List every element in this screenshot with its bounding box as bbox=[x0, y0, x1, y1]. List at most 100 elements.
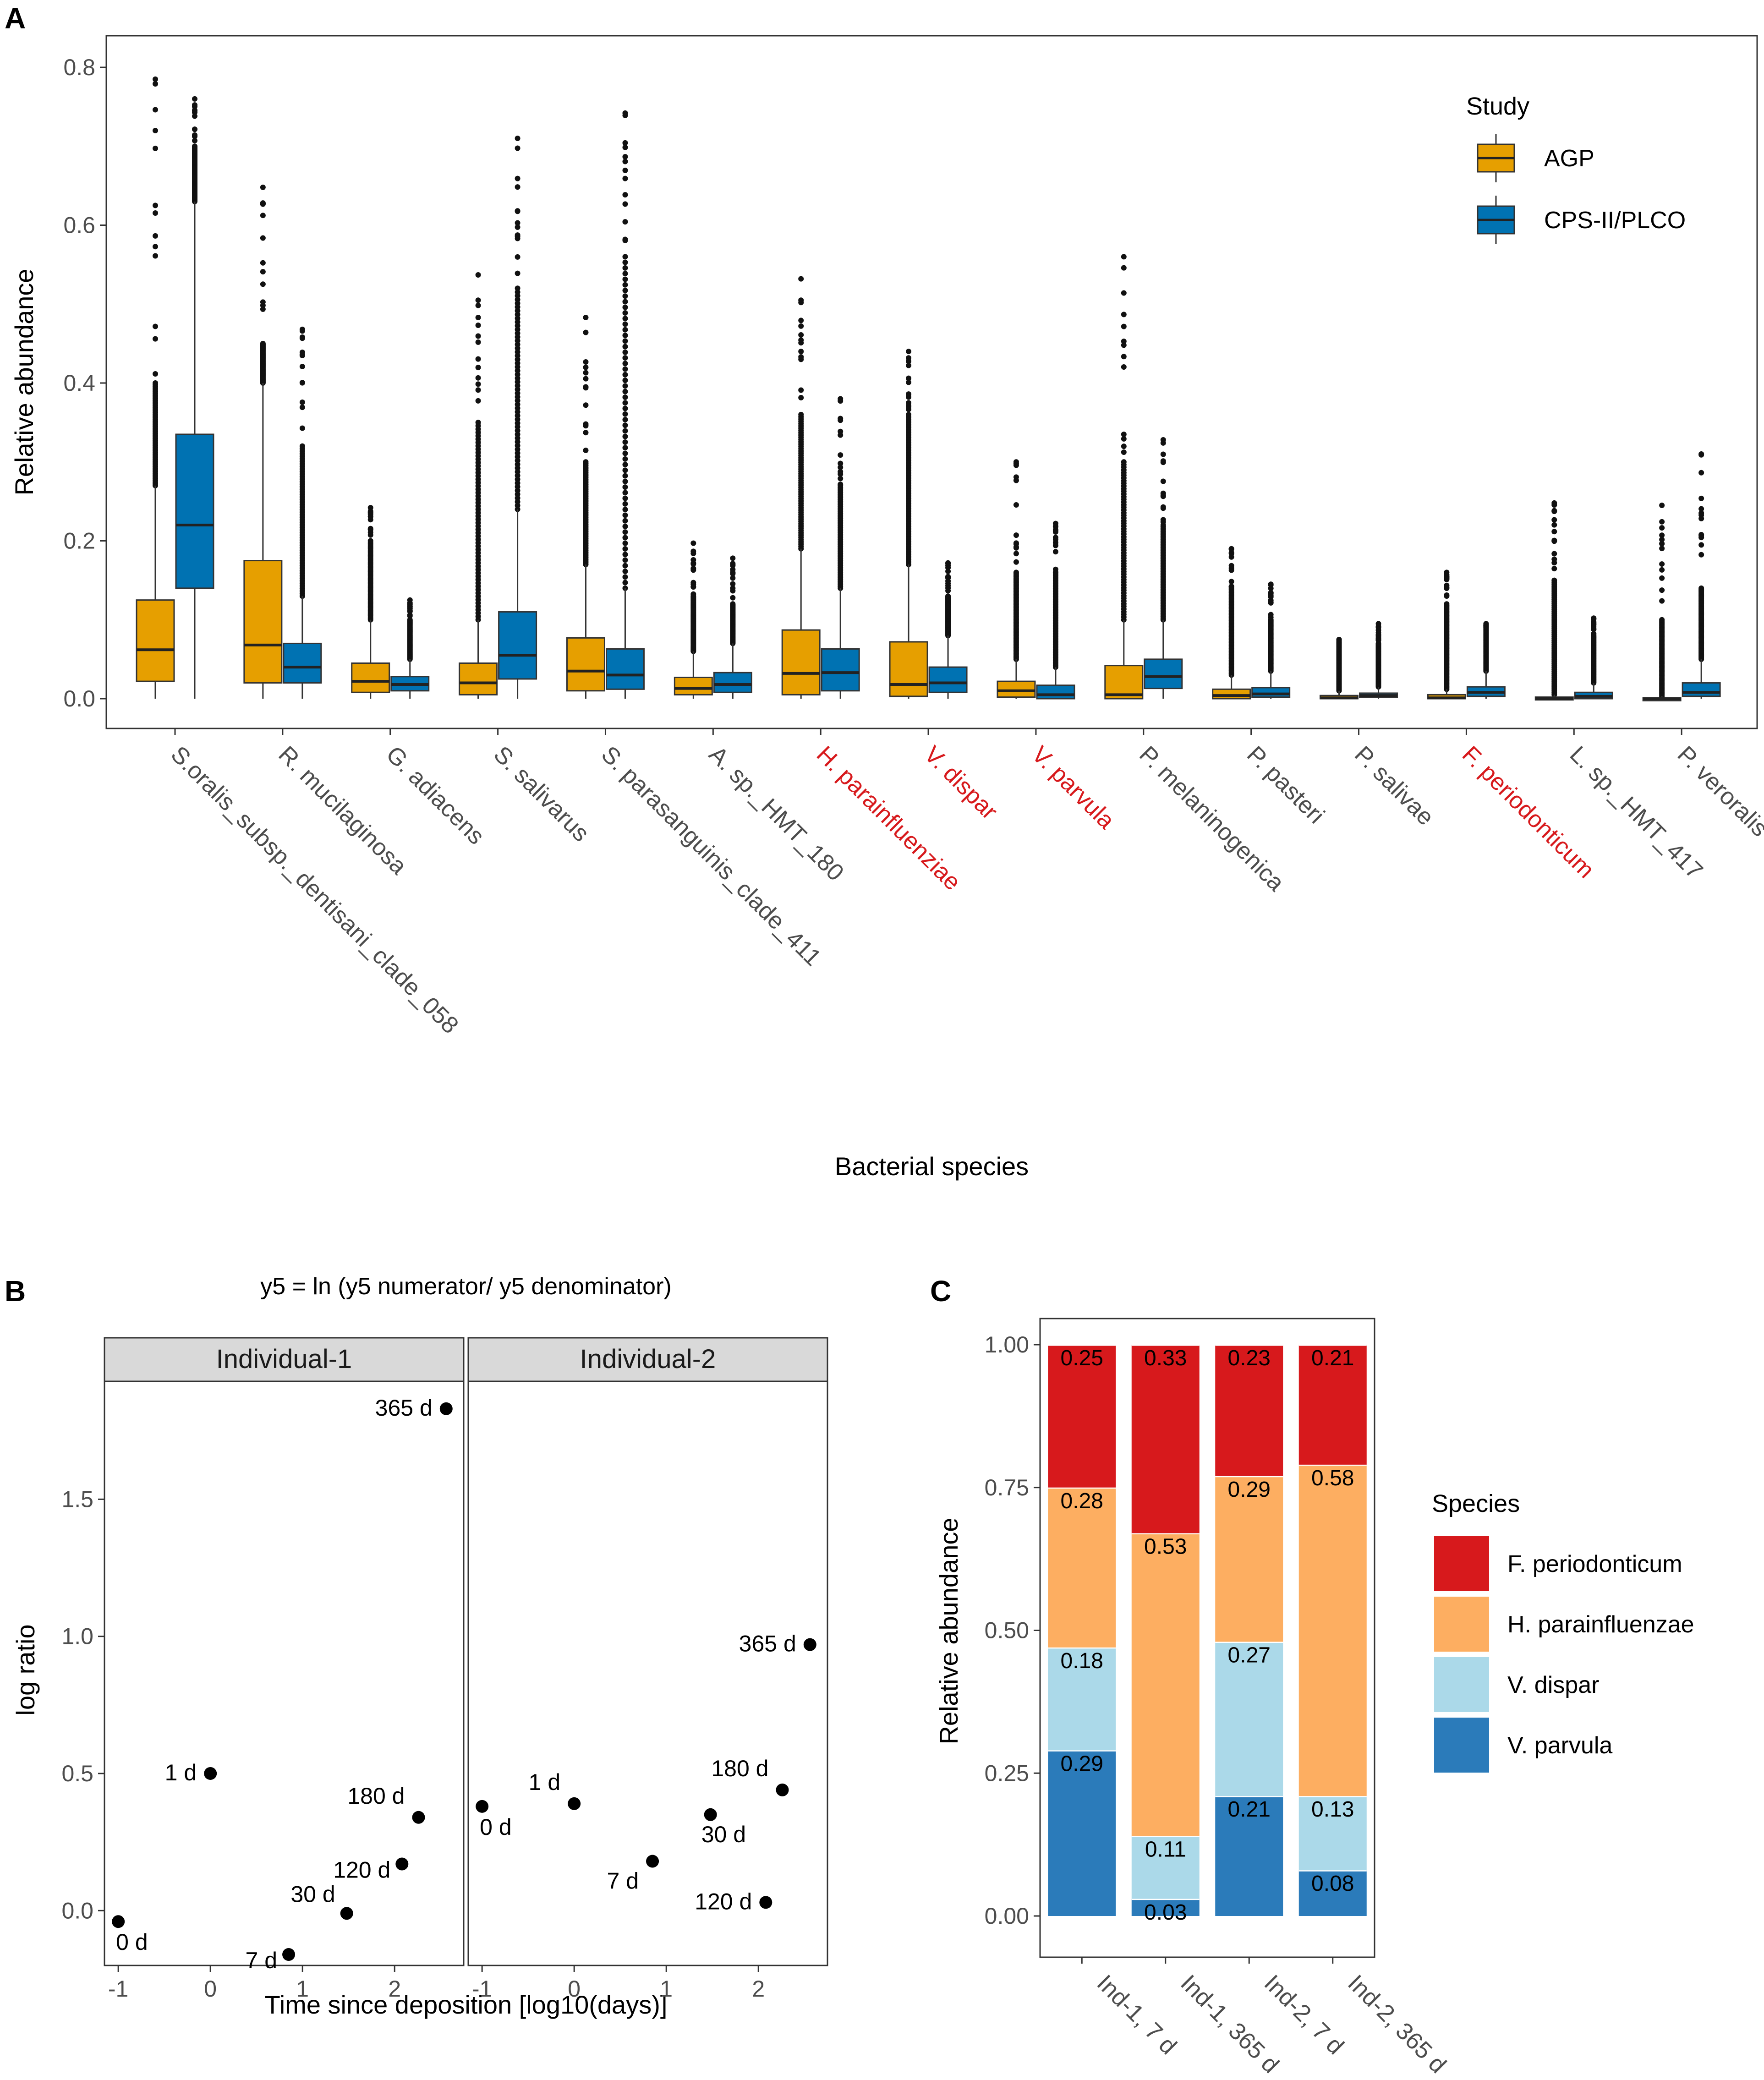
outlier-point bbox=[1444, 601, 1450, 607]
stacked-bar-segment bbox=[1048, 1750, 1116, 1916]
x-tick-label: S. parasanguinis_clade_411 bbox=[596, 741, 826, 971]
stacked-bar-segment bbox=[1215, 1642, 1283, 1796]
outlier-point bbox=[1121, 443, 1127, 449]
outlier-point bbox=[475, 420, 481, 426]
y-axis-title: Relative abundance bbox=[10, 268, 38, 495]
y-tick-label: 1.5 bbox=[61, 1486, 93, 1512]
outlier-point bbox=[583, 423, 589, 429]
outlier-point bbox=[798, 349, 804, 355]
outlier-point bbox=[906, 379, 912, 385]
outlier-point bbox=[299, 425, 305, 431]
legend-title: Study bbox=[1466, 93, 1529, 120]
outlier-point bbox=[622, 535, 628, 541]
outlier-point bbox=[622, 316, 628, 322]
box-agp bbox=[889, 641, 928, 697]
outlier-point bbox=[153, 253, 158, 259]
outlier-point bbox=[906, 358, 912, 364]
outlier-point bbox=[475, 381, 481, 387]
segment-label: 0.53 bbox=[1144, 1535, 1187, 1559]
panel-b-scatter: y5 = ln (y5 numerator/ y5 denominator) Ti… bbox=[11, 1273, 828, 2019]
stacked-bar-segment bbox=[1131, 1836, 1200, 1899]
outlier-point bbox=[1591, 621, 1597, 627]
outlier-point bbox=[622, 501, 628, 507]
outlier-point bbox=[515, 254, 520, 260]
outlier-point bbox=[1268, 593, 1274, 599]
legend-a: Study AGP CPS-II/PLCO bbox=[1466, 93, 1686, 244]
outlier-point bbox=[1591, 615, 1597, 621]
stacked-bar-segment bbox=[1131, 1899, 1200, 1916]
outlier-point bbox=[1551, 577, 1557, 583]
outlier-point bbox=[1659, 617, 1665, 623]
point-label: 180 d bbox=[711, 1756, 768, 1781]
outlier-point bbox=[192, 132, 197, 138]
outlier-point bbox=[260, 260, 266, 266]
outlier-point bbox=[1013, 545, 1019, 551]
point-label: 7 d bbox=[607, 1868, 639, 1894]
outlier-point bbox=[798, 300, 804, 306]
box-agp bbox=[674, 676, 713, 695]
x-tick-label: Ind-2, 7 d bbox=[1259, 1970, 1349, 2059]
outlier-point bbox=[730, 581, 736, 587]
plot-frame bbox=[105, 35, 1758, 729]
outlier-point bbox=[622, 265, 628, 271]
panel-b-title: y5 = ln (y5 numerator/ y5 denominator) bbox=[260, 1273, 671, 1300]
outlier-point bbox=[515, 220, 520, 226]
stacked-bar-segment bbox=[1048, 1345, 1116, 1488]
outlier-point bbox=[622, 428, 628, 434]
outlier-point bbox=[1551, 551, 1557, 557]
outlier-point bbox=[1052, 535, 1058, 541]
outlier-point bbox=[730, 601, 736, 607]
y-tick-label: 0.2 bbox=[63, 528, 95, 554]
outlier-point bbox=[798, 354, 804, 360]
outlier-point bbox=[622, 219, 628, 225]
outlier-point bbox=[153, 380, 158, 386]
outlier-point bbox=[1698, 542, 1704, 548]
outlier-point bbox=[299, 351, 305, 357]
outlier-point bbox=[622, 400, 628, 406]
outlier-point bbox=[622, 304, 628, 310]
outlier-point bbox=[1160, 519, 1166, 525]
x-tick-label: Ind-1, 7 d bbox=[1092, 1970, 1182, 2059]
segment-label: 0.29 bbox=[1228, 1478, 1271, 1502]
legend-label: H. parainfluenzae bbox=[1507, 1611, 1694, 1638]
outlier-point bbox=[1659, 561, 1665, 567]
outlier-point bbox=[583, 376, 589, 382]
x-tick-label: 0 bbox=[568, 1976, 581, 2002]
outlier-point bbox=[838, 396, 844, 402]
legend-label: CPS-II/PLCO bbox=[1544, 207, 1686, 234]
outlier-point bbox=[622, 293, 628, 299]
outlier-point bbox=[1336, 640, 1342, 646]
outlier-point bbox=[622, 321, 628, 327]
outlier-point bbox=[475, 302, 481, 308]
outlier-point bbox=[1121, 449, 1127, 455]
outlier-point bbox=[1444, 569, 1450, 575]
outlier-point bbox=[690, 551, 696, 557]
outlier-point bbox=[622, 378, 628, 383]
scatter-point bbox=[476, 1800, 489, 1813]
outlier-point bbox=[1228, 551, 1234, 557]
outlier-point bbox=[583, 370, 589, 376]
y-axis-title: log ratio bbox=[11, 1624, 40, 1715]
scatter-point bbox=[204, 1767, 217, 1780]
outlier-point bbox=[1013, 474, 1019, 480]
outlier-point bbox=[622, 167, 628, 173]
outlier-point bbox=[583, 329, 589, 335]
x-axis-title: Time since deposition [log10(days)] bbox=[265, 1990, 668, 2019]
outlier-point bbox=[475, 356, 481, 362]
box-agp bbox=[1104, 665, 1144, 700]
outlier-point bbox=[622, 478, 628, 484]
outlier-point bbox=[1698, 552, 1704, 558]
stacked-bar-segment bbox=[1215, 1476, 1283, 1642]
outlier-point bbox=[299, 405, 305, 411]
outlier-point bbox=[1375, 637, 1381, 643]
outlier-point bbox=[1375, 629, 1381, 635]
legend-label: V. dispar bbox=[1507, 1672, 1599, 1698]
x-tick-label: V. dispar bbox=[919, 741, 1003, 825]
outlier-point bbox=[622, 154, 628, 160]
outlier-point bbox=[1268, 581, 1274, 587]
segment-label: 0.08 bbox=[1311, 1872, 1354, 1896]
stacked-bar-segment bbox=[1131, 1345, 1200, 1533]
outlier-point bbox=[838, 476, 844, 482]
outlier-point bbox=[583, 402, 589, 408]
panel-label-b: B bbox=[5, 1275, 26, 1308]
